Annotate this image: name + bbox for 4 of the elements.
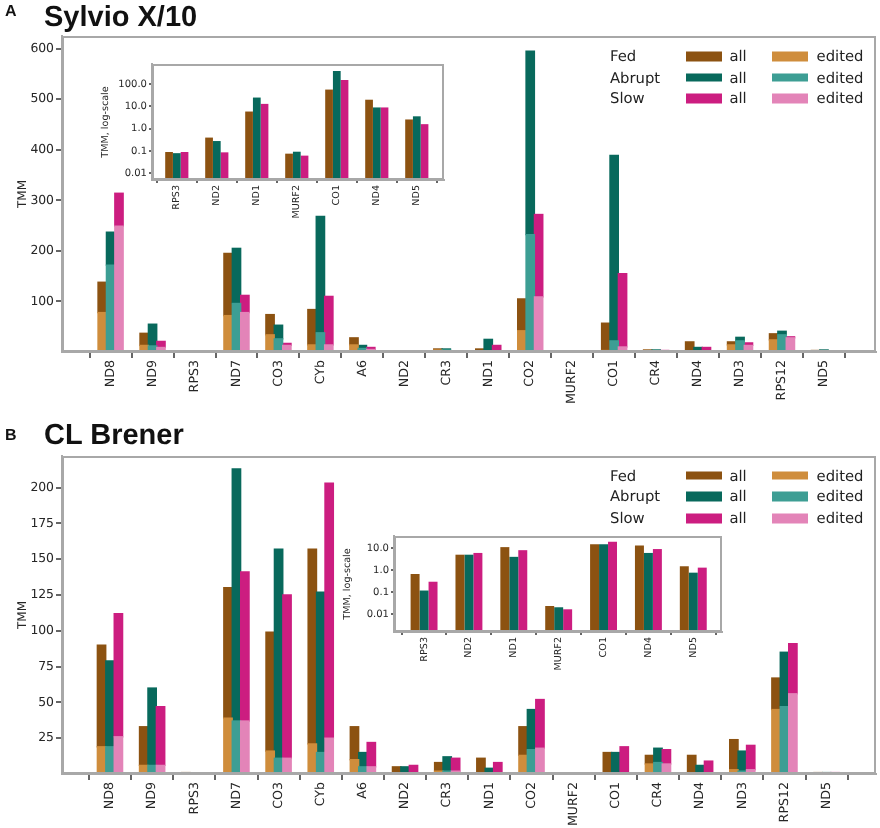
chart-title: Sylvio X/10 — [44, 1, 198, 33]
chart-title: CL Brener — [44, 419, 184, 451]
text: A — [5, 2, 17, 20]
text: B — [5, 425, 17, 443]
